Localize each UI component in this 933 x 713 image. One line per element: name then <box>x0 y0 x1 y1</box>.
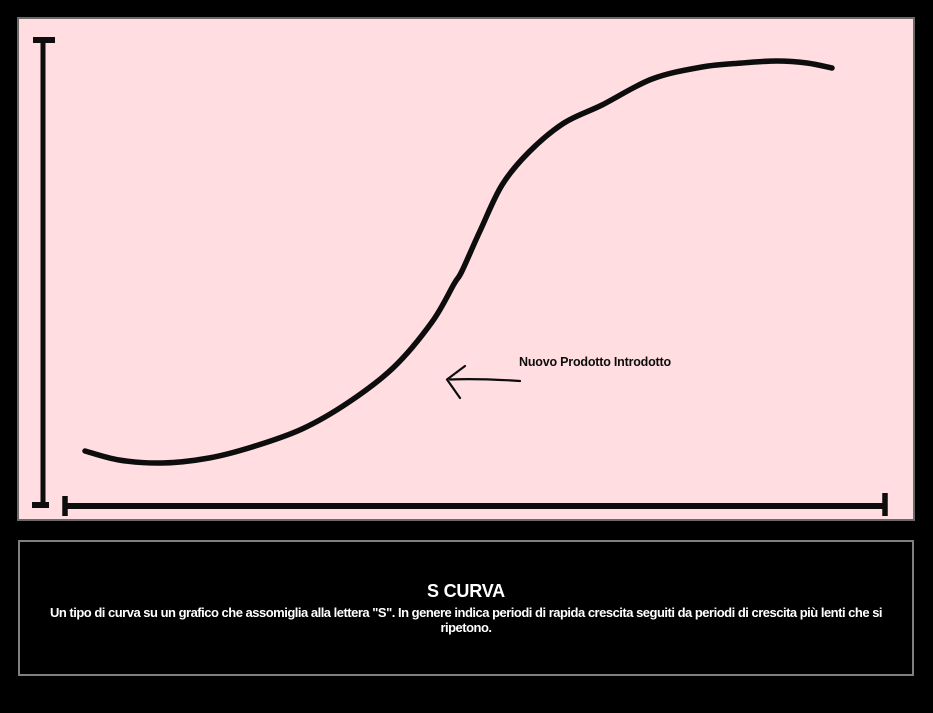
x-axis <box>62 493 888 516</box>
left-arrow-shaft <box>448 378 522 383</box>
left-arrow-head-icon <box>445 364 467 400</box>
caption-title: S CURVA <box>427 581 505 601</box>
y-axis <box>32 37 55 508</box>
s-curve-line <box>82 58 835 466</box>
s-curve-chart: Nuovo Prodotto Introdotto <box>17 17 915 521</box>
caption-card: S CURVA Un tipo di curva su un grafico c… <box>18 540 914 676</box>
caption-description: Un tipo di curva su un grafico che assom… <box>49 605 883 635</box>
annotation-label: Nuovo Prodotto Introdotto <box>519 355 671 369</box>
s-curve-plot <box>32 37 888 516</box>
annotation-arrow <box>445 364 522 400</box>
